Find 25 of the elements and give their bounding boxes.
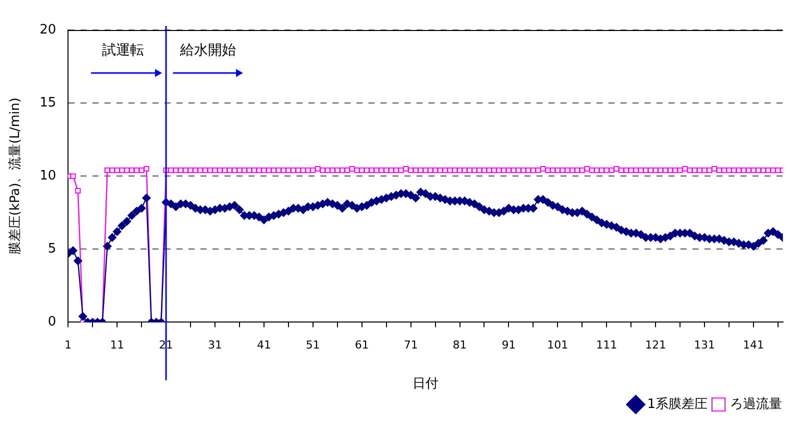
x-tick-label: 61 — [354, 338, 369, 352]
x-tick-label: 11 — [110, 338, 124, 352]
x-tick-label: 41 — [256, 338, 271, 352]
y-tick-label: 20 — [40, 22, 56, 38]
x-tick-label: 31 — [208, 338, 222, 352]
annotation: 試運転 — [102, 42, 144, 59]
x-tick-label: 121 — [645, 338, 666, 352]
legend-label: 1系膜差圧 — [647, 396, 708, 412]
x-tick-label: 131 — [694, 338, 716, 352]
y-axis-title: 膜差圧(kPa)、流量(L/min) — [7, 98, 24, 255]
x-tick-label: 101 — [547, 338, 568, 352]
x-axis-title: 日付 — [412, 376, 438, 392]
y-tick-label: 15 — [40, 95, 56, 110]
annotation: 給水開始 — [179, 42, 236, 59]
y-tick-label: 5 — [48, 242, 56, 257]
legend-label: ろ過流量 — [730, 396, 782, 412]
x-tick-label: 111 — [596, 338, 618, 352]
x-tick-label: 71 — [404, 338, 418, 352]
x-tick-label: 51 — [306, 338, 320, 352]
y-tick-label: 10 — [40, 168, 56, 184]
x-tick-label: 81 — [452, 338, 467, 352]
x-tick-label: 141 — [742, 338, 764, 352]
x-tick-label: 91 — [502, 338, 516, 352]
y-tick-label: 0 — [48, 314, 56, 330]
x-tick-label: 1 — [64, 338, 72, 352]
